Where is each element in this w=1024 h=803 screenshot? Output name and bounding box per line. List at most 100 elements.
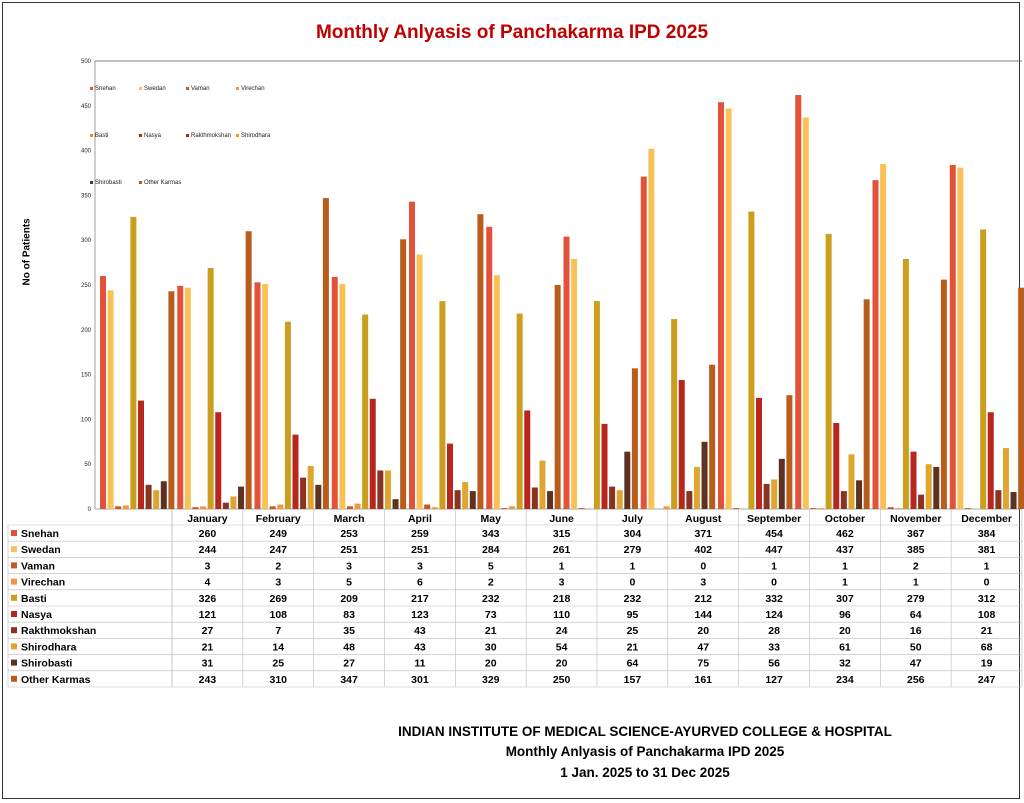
- table-cell-value: 1: [913, 577, 919, 589]
- bar-swedan-february: [184, 287, 191, 509]
- table-cell-value: 2: [488, 577, 494, 589]
- table-cell-value: 110: [553, 609, 570, 621]
- x-tick-label: September: [747, 513, 801, 525]
- bar-shirobasti-november: [933, 466, 940, 509]
- table-cell-value: 61: [839, 641, 851, 653]
- bar-shirobasti-december: [1010, 491, 1017, 509]
- table-cell-value: 260: [199, 528, 217, 540]
- bar-shirodhara-march: [307, 465, 314, 509]
- bar-snehan-january: [100, 276, 106, 509]
- legend-swatch: [236, 87, 239, 90]
- table-cell-value: 27: [343, 658, 355, 670]
- bar-shirobasti-june: [547, 491, 554, 509]
- legend-swatch: [139, 87, 142, 90]
- table-legend-swatch: [11, 643, 17, 650]
- legend-swatch: [139, 134, 142, 137]
- legend-entry: Vaman: [191, 86, 210, 92]
- table-cell-value: 31: [202, 658, 214, 670]
- table-cell-value: 307: [836, 593, 854, 605]
- y-tick-label: 500: [81, 59, 92, 65]
- bar-vaman-october: [810, 508, 817, 509]
- table-cell-value: 157: [624, 674, 642, 686]
- bar-swedan-december: [957, 167, 964, 509]
- bar-basti-november: [902, 259, 909, 509]
- legend-swatch: [186, 134, 189, 137]
- bar-shirodhara-december: [1002, 448, 1009, 509]
- bar-swedan-april: [339, 284, 346, 509]
- table-cell-value: 11: [414, 658, 425, 670]
- legend-entry: Nasya: [144, 133, 162, 139]
- table-cell-value: 310: [269, 674, 287, 686]
- bar-swedan-september: [725, 108, 732, 509]
- bar-snehan-september: [718, 102, 724, 509]
- bar-virechan-february: [200, 506, 207, 509]
- bar-other-karmas-november: [940, 279, 947, 509]
- x-tick-label: January: [187, 513, 227, 525]
- bar-swedan-august: [648, 148, 655, 510]
- bars-layer: [100, 95, 1024, 510]
- table-cell-value: 3: [204, 560, 210, 572]
- table-cell-value: 3: [346, 560, 352, 572]
- bar-nasya-may: [447, 443, 453, 509]
- bar-rakthmokshan-march: [300, 477, 307, 509]
- table-cell-value: 332: [765, 593, 783, 605]
- bar-rakthmokshan-january: [145, 484, 152, 509]
- table-series-label: Swedan: [21, 544, 61, 556]
- bar-rakthmokshan-may: [454, 490, 461, 509]
- table-cell-value: 6: [417, 577, 423, 589]
- bar-snehan-april: [331, 276, 338, 509]
- table-cell-value: 301: [411, 674, 429, 686]
- table-cell-value: 234: [836, 674, 854, 686]
- table-cell-value: 21: [485, 625, 497, 637]
- legend-swatch: [90, 134, 93, 137]
- table-cell-value: 251: [340, 544, 358, 556]
- table-cell-value: 1: [842, 577, 848, 589]
- table-legend-swatch: [11, 627, 17, 634]
- table-cell-value: 27: [202, 625, 214, 637]
- table-cell-value: 251: [411, 544, 429, 556]
- x-tick-label: December: [961, 513, 1012, 525]
- table-series-label: Basti: [21, 593, 47, 605]
- bar-nasya-march: [292, 434, 299, 509]
- table-cell-value: 371: [694, 528, 712, 540]
- table-cell-value: 3: [559, 577, 565, 589]
- table-cell-value: 35: [343, 625, 355, 637]
- table-cell-value: 43: [414, 641, 426, 653]
- bar-basti-september: [748, 211, 755, 509]
- bar-rakthmokshan-april: [377, 470, 384, 509]
- bar-other-karmas-march: [322, 198, 329, 509]
- table-cell-value: 20: [556, 658, 568, 670]
- table-cell-value: 212: [694, 593, 712, 605]
- footer-date-range: 1 Jan. 2025 to 31 Dec 2025: [560, 765, 730, 780]
- table-series-label: Vaman: [21, 560, 55, 572]
- table-series-label: Shirobasti: [21, 658, 72, 670]
- bar-virechan-march: [277, 504, 284, 509]
- table-legend-swatch: [11, 675, 17, 682]
- table-cell-value: 47: [697, 641, 709, 653]
- table-cell-value: 24: [556, 625, 568, 637]
- x-tick-label: August: [685, 513, 722, 525]
- table-cell-value: 25: [272, 658, 284, 670]
- table-cell-value: 367: [907, 528, 925, 540]
- table-cell-value: 2: [275, 560, 281, 572]
- table-cell-value: 437: [836, 544, 854, 556]
- bar-snehan-december: [949, 164, 956, 509]
- bar-swedan-may: [416, 254, 423, 509]
- legend-swatch: [90, 181, 93, 184]
- table-series-label: Rakthmokshan: [21, 625, 96, 637]
- table-cell-value: 259: [411, 528, 429, 540]
- table-cell-value: 279: [907, 593, 925, 605]
- table-cell-value: 50: [910, 641, 922, 653]
- table-cell-value: 28: [768, 625, 780, 637]
- table-cell-value: 64: [910, 609, 922, 621]
- bar-rakthmokshan-august: [686, 491, 693, 509]
- bar-other-karmas-august: [709, 364, 716, 509]
- table-series-label: Snehan: [21, 528, 59, 540]
- bar-other-karmas-april: [400, 239, 407, 509]
- footer-subtitle: Monthly Anlyasis of Panchakarma IPD 2025: [505, 744, 785, 759]
- table-cell-value: 19: [981, 658, 993, 670]
- table-cell-value: 1: [771, 560, 777, 572]
- bar-shirodhara-may: [462, 482, 469, 509]
- table-cell-value: 253: [340, 528, 358, 540]
